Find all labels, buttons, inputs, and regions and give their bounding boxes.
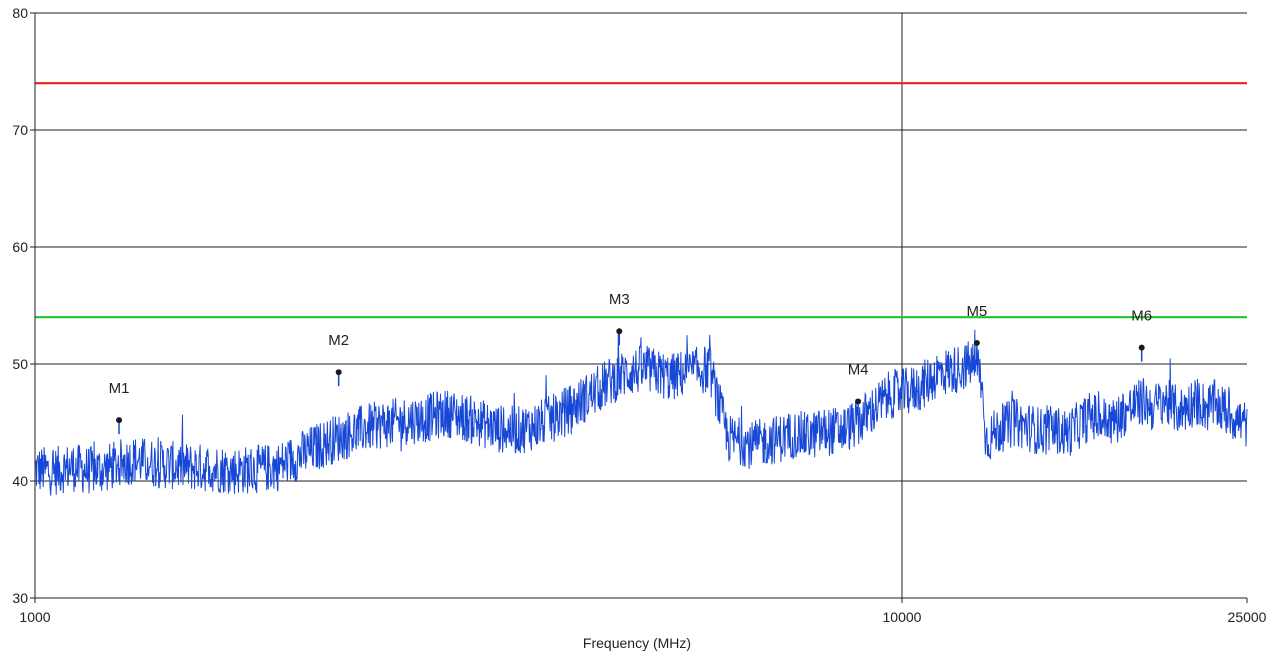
marker-label: M2 <box>328 332 349 349</box>
x-tick-label: 1000 <box>19 609 50 625</box>
y-tick-label: 70 <box>12 122 28 138</box>
spectrum-trace <box>34 329 1248 496</box>
marker-label: M5 <box>966 303 987 320</box>
marker-label: M1 <box>109 380 130 397</box>
x-tick-label: 25000 <box>1228 609 1267 625</box>
marker-label: M4 <box>848 361 869 378</box>
y-tick-label: 50 <box>12 356 28 372</box>
y-tick-label: 80 <box>12 5 28 21</box>
limit-lines <box>35 82 1247 319</box>
marker-point <box>616 328 623 335</box>
marker-point <box>116 417 123 424</box>
marker-point <box>855 398 862 405</box>
series-layer <box>34 329 1248 496</box>
marker-point <box>973 339 980 346</box>
grid-layer <box>35 12 1247 598</box>
y-tick-label: 40 <box>12 473 28 489</box>
marker-point <box>335 369 342 376</box>
marker-layer: M1 M2 M3 M4 M5 M6 <box>109 291 1152 435</box>
x-axis-title: Frequency (MHz) <box>583 635 691 651</box>
axis-layer: 30 40 50 60 70 80 1000 10000 25000 <box>12 5 1266 625</box>
y-tick-label: 60 <box>12 239 28 255</box>
x-tick-label: 10000 <box>883 609 922 625</box>
marker-label: M6 <box>1131 308 1152 325</box>
y-tick-label: 30 <box>12 590 28 606</box>
marker-point <box>1138 344 1145 351</box>
marker-label: M3 <box>609 291 630 308</box>
